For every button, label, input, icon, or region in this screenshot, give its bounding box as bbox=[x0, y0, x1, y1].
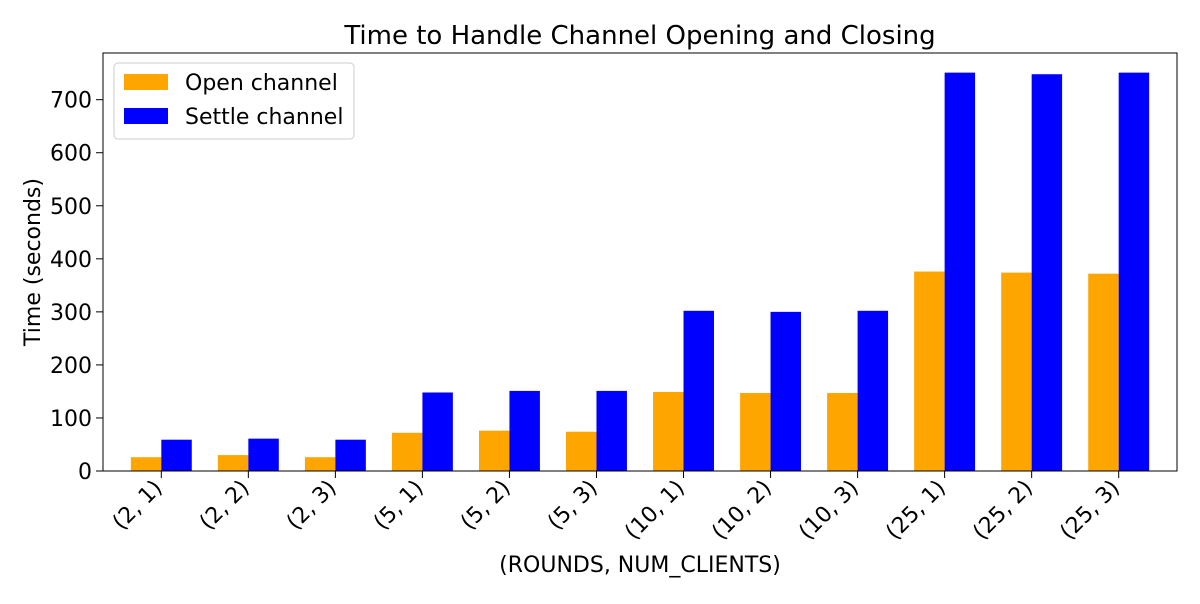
bar-open-4 bbox=[478, 430, 510, 471]
bar-open-9 bbox=[914, 271, 945, 471]
y-tick-label-5: 500 bbox=[50, 195, 92, 220]
x-tick-label-8: (10, 3) bbox=[794, 476, 863, 545]
bar-settle-11 bbox=[1118, 72, 1150, 471]
legend-label-settle: Settle channel bbox=[185, 105, 343, 130]
bar-open-0 bbox=[130, 457, 162, 471]
y-tick-label-2: 200 bbox=[50, 354, 92, 379]
bar-settle-4 bbox=[509, 390, 540, 471]
x-tick-label-5: (5, 3) bbox=[543, 476, 603, 536]
bar-open-3 bbox=[391, 432, 423, 471]
legend: Open channel Settle channel bbox=[113, 62, 355, 140]
bar-open-5 bbox=[566, 431, 597, 471]
bar-settle-5 bbox=[596, 390, 627, 471]
x-tick-label-4: (5, 2) bbox=[456, 476, 516, 536]
bar-settle-1 bbox=[248, 438, 279, 471]
y-tick-label-7: 700 bbox=[50, 89, 92, 114]
legend-swatch-open bbox=[124, 74, 168, 90]
x-tick-label-11: (25, 3) bbox=[1056, 476, 1125, 545]
x-tick-label-3: (5, 1) bbox=[369, 476, 429, 536]
bar-open-1 bbox=[217, 455, 249, 471]
bar-settle-9 bbox=[944, 72, 976, 471]
y-tick-label-3: 300 bbox=[50, 301, 92, 326]
bar-open-7 bbox=[740, 393, 771, 471]
bar-settle-2 bbox=[335, 439, 366, 471]
legend-label-open: Open channel bbox=[185, 71, 338, 96]
x-axis-label: (ROUNDS, NUM_CLIENTS) bbox=[499, 553, 781, 578]
chart-title: Time to Handle Channel Opening and Closi… bbox=[343, 21, 935, 51]
bar-settle-3 bbox=[422, 392, 453, 471]
x-tick-label-1: (2, 2) bbox=[195, 476, 255, 536]
bar-open-6 bbox=[653, 391, 684, 471]
bar-open-11 bbox=[1088, 273, 1119, 471]
x-tick-label-7: (10, 2) bbox=[707, 476, 776, 545]
bar-open-10 bbox=[1001, 272, 1032, 471]
y-tick-label-0: 0 bbox=[78, 460, 92, 485]
bar-open-8 bbox=[827, 393, 858, 471]
x-tick-label-0: (2, 1) bbox=[108, 476, 168, 536]
x-tick-label-10: (25, 2) bbox=[968, 476, 1037, 545]
bar-settle-8 bbox=[857, 310, 889, 471]
x-tick-label-9: (25, 1) bbox=[881, 476, 950, 545]
y-axis-label: Time (seconds) bbox=[21, 178, 46, 347]
bar-settle-6 bbox=[683, 310, 714, 471]
x-tick-label-2: (2, 3) bbox=[282, 476, 342, 536]
y-tick-label-1: 100 bbox=[50, 407, 92, 432]
y-tick-label-4: 400 bbox=[50, 248, 92, 273]
legend-swatch-settle bbox=[124, 108, 168, 124]
bar-settle-10 bbox=[1031, 74, 1063, 471]
y-tick-label-6: 600 bbox=[50, 142, 92, 167]
bar-open-2 bbox=[304, 457, 336, 471]
legend-frame bbox=[113, 62, 355, 140]
bar-settle-7 bbox=[770, 311, 802, 471]
x-tick-label-6: (10, 1) bbox=[620, 476, 689, 545]
bar-settle-0 bbox=[161, 439, 192, 471]
plot-area: 0 100 200 300 400 500 600 700 (2, 1) (2, 2) (2, 3)… bbox=[50, 52, 1178, 545]
plot-frame bbox=[102, 52, 1178, 472]
